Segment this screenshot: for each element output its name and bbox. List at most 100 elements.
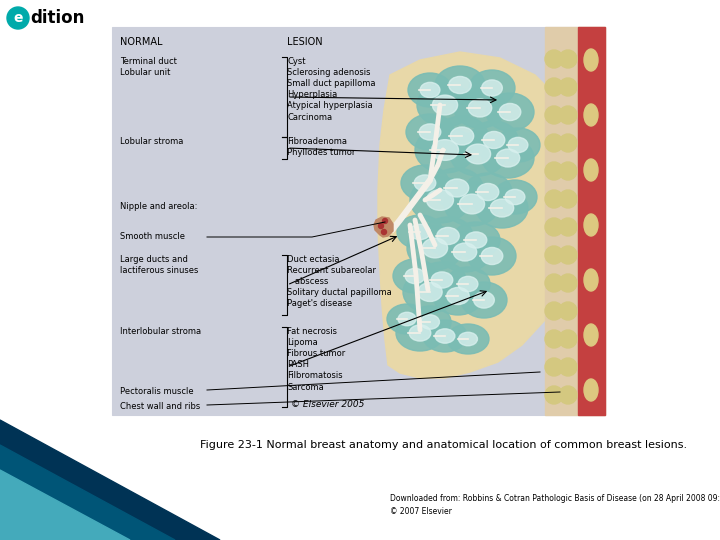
Ellipse shape [431,140,459,160]
Circle shape [545,246,563,264]
Text: Fat necrosis
Lipoma
Fibrous tumor
PASH
Filbromatosis
Sarcoma: Fat necrosis Lipoma Fibrous tumor PASH F… [287,327,346,392]
Text: Smooth muscle: Smooth muscle [120,232,185,241]
Ellipse shape [418,262,466,298]
Ellipse shape [433,95,458,115]
Circle shape [545,50,563,68]
Ellipse shape [437,227,459,245]
Ellipse shape [435,66,485,104]
Ellipse shape [454,243,477,261]
Circle shape [545,302,563,320]
Text: Downloaded from: Robbins & Cotran Pathologic Basis of Disease (on 28 April 2008 : Downloaded from: Robbins & Cotran Pathol… [390,494,720,516]
Ellipse shape [419,124,441,140]
Text: Cyst
Sclerosing adenosis
Small duct papilloma
Hyperplasia
Atypical hyperplasia
C: Cyst Sclerosing adenosis Small duct papi… [287,57,376,122]
Ellipse shape [410,224,431,240]
Ellipse shape [469,70,515,106]
Text: NORMAL: NORMAL [120,37,163,47]
Ellipse shape [461,282,507,318]
Circle shape [559,274,577,292]
Ellipse shape [477,184,499,200]
Ellipse shape [496,128,540,162]
Ellipse shape [584,49,598,71]
Ellipse shape [406,114,454,150]
Polygon shape [0,445,175,540]
Ellipse shape [584,379,598,401]
Text: LESION: LESION [287,37,323,47]
Text: Chest wall and ribs: Chest wall and ribs [120,402,200,411]
Ellipse shape [418,282,442,301]
Circle shape [559,358,577,376]
Text: © Elsevier 2005: © Elsevier 2005 [292,400,365,409]
Ellipse shape [505,190,525,205]
Ellipse shape [490,199,513,217]
Text: Terminal duct
Lobular unit: Terminal duct Lobular unit [120,57,177,77]
Ellipse shape [446,267,490,301]
Circle shape [545,330,563,348]
Ellipse shape [445,179,469,197]
Ellipse shape [474,292,495,308]
Ellipse shape [450,132,506,176]
Ellipse shape [393,259,437,293]
Ellipse shape [454,88,506,128]
Ellipse shape [493,180,537,214]
Ellipse shape [584,324,598,346]
Circle shape [382,219,387,224]
Ellipse shape [387,304,427,334]
Ellipse shape [584,214,598,236]
Ellipse shape [482,138,534,178]
Circle shape [559,134,577,152]
Ellipse shape [508,137,528,153]
Polygon shape [0,420,220,540]
Polygon shape [374,217,393,237]
Ellipse shape [483,131,505,148]
Ellipse shape [465,232,487,248]
Ellipse shape [415,127,475,173]
Ellipse shape [435,329,455,343]
Circle shape [559,218,577,236]
Circle shape [559,330,577,348]
Ellipse shape [584,104,598,126]
Text: Interlobular stroma: Interlobular stroma [120,327,201,336]
Circle shape [545,106,563,124]
Ellipse shape [407,226,463,270]
Circle shape [382,230,387,234]
Circle shape [559,246,577,264]
Ellipse shape [423,238,448,258]
Circle shape [545,162,563,180]
Ellipse shape [481,247,503,265]
Text: Nipple and areola:: Nipple and areola: [120,202,197,211]
Ellipse shape [397,215,443,249]
Circle shape [545,134,563,152]
Ellipse shape [396,315,444,351]
Text: Large ducts and
lactiferous sinuses: Large ducts and lactiferous sinuses [120,255,199,275]
Ellipse shape [452,222,500,258]
Circle shape [559,162,577,180]
Ellipse shape [420,82,440,98]
Circle shape [559,106,577,124]
Ellipse shape [431,168,483,208]
Polygon shape [0,470,130,540]
Circle shape [545,386,563,404]
Ellipse shape [584,269,598,291]
Ellipse shape [423,217,473,255]
Ellipse shape [433,277,483,315]
Ellipse shape [410,177,470,223]
Ellipse shape [405,268,425,284]
Ellipse shape [468,99,492,117]
Ellipse shape [458,276,478,292]
Circle shape [545,218,563,236]
Ellipse shape [414,175,436,191]
Ellipse shape [476,188,528,228]
Ellipse shape [444,182,500,226]
Ellipse shape [459,332,477,346]
Polygon shape [545,27,605,415]
Ellipse shape [449,77,472,93]
Circle shape [559,302,577,320]
Ellipse shape [423,320,467,352]
Circle shape [559,78,577,96]
Ellipse shape [403,271,457,313]
Ellipse shape [447,324,489,354]
Text: e: e [13,11,23,25]
Text: Duct ectasia
Recurrent subareolar
   abscess
Solitary ductal papilloma
Paget's d: Duct ectasia Recurrent subareolar absces… [287,255,392,308]
Ellipse shape [496,149,520,167]
Polygon shape [378,52,580,378]
